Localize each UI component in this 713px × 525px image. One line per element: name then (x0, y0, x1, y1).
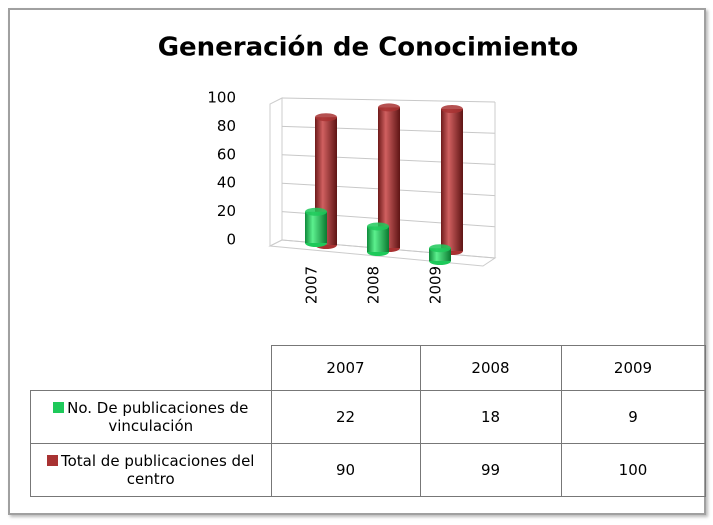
cylinder-top (305, 207, 327, 216)
legend-label: No. De publicaciones de vinculación (67, 399, 249, 435)
cylinder-body (441, 109, 463, 251)
cylinder (429, 244, 451, 265)
series-cell: Total de publicaciones del centro (30, 443, 272, 497)
table-value: 18 (419, 390, 562, 444)
cylinder (367, 222, 389, 256)
cylinder-top (378, 103, 400, 112)
cylinder-top (367, 222, 389, 231)
table-header-cell: 2007 (270, 345, 421, 391)
table-row: No. De publicaciones de vinculación 22 18 9 (30, 390, 706, 444)
grid-line (281, 97, 496, 103)
table-value: 9 (560, 390, 706, 444)
legend-key (53, 402, 65, 413)
y-tick-label: 60 (217, 145, 236, 163)
cylinder (305, 207, 327, 247)
table-value: 100 (560, 443, 706, 497)
cylinder-body (367, 226, 389, 252)
y-tick-label: 0 (226, 231, 236, 249)
data-table: 2007 2008 2009 No. De publicaciones de vinc… (30, 345, 706, 497)
legend-key (47, 455, 58, 466)
table-value: 22 (270, 390, 421, 444)
table-row: Total de publicaciones del centro 90 99 100 (30, 443, 706, 497)
x-tick-label: 2007 (303, 266, 321, 304)
cylinder-body (378, 107, 400, 248)
x-tick-label: 2009 (427, 266, 445, 304)
cylinder (441, 105, 463, 255)
cylinder-top (429, 244, 451, 253)
chart-title: Generación de Conocimiento (158, 33, 579, 63)
table-value: 90 (270, 443, 421, 497)
table-header-cell: 2008 (419, 345, 562, 391)
y-tick-label: 40 (217, 174, 236, 192)
y-tick-label: 20 (217, 202, 236, 220)
table-corner (30, 345, 272, 391)
cylinder-top (315, 113, 337, 122)
table-header-cell: 2009 (560, 345, 706, 391)
series-cell: No. De publicaciones de vinculación (30, 390, 272, 444)
table-value: 99 (419, 443, 562, 497)
y-tick-label: 100 (207, 89, 236, 107)
cylinder-top (441, 105, 463, 113)
legend-label: Total de publicaciones del centro (61, 452, 255, 488)
table-header-row: 2007 2008 2009 (30, 345, 706, 391)
x-tick-label: 2008 (365, 266, 383, 304)
cylinder-body (305, 211, 327, 243)
wall (269, 97, 283, 247)
y-tick-label: 80 (217, 117, 236, 135)
